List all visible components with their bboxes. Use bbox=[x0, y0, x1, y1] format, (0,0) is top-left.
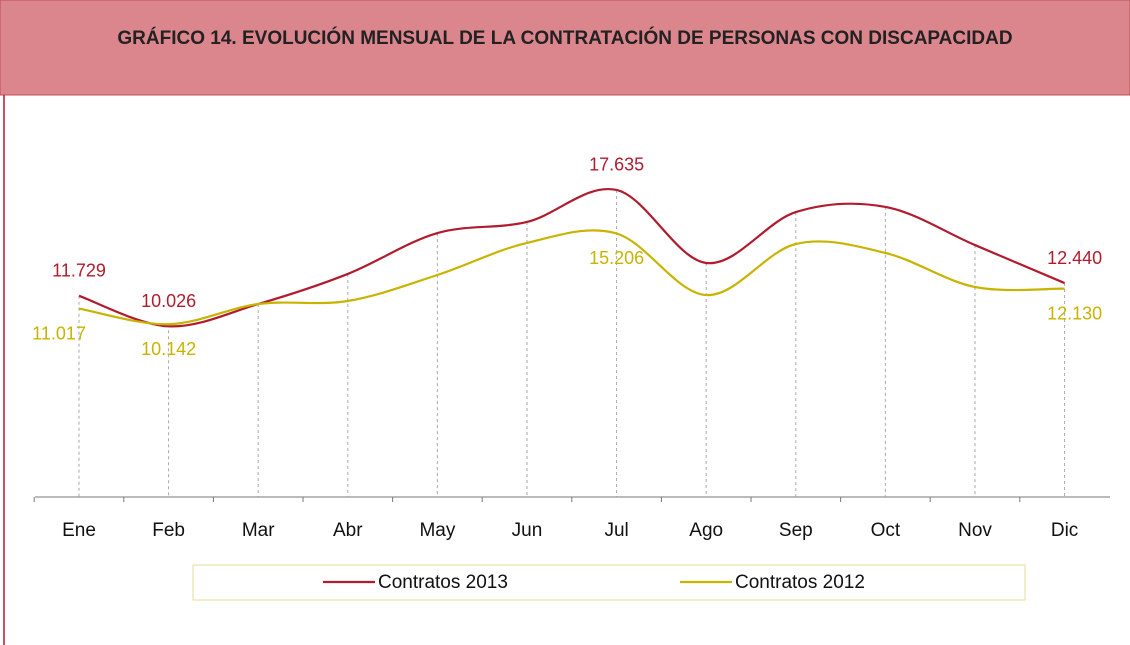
data-label: 15.206 bbox=[589, 248, 644, 268]
x-tick-label: Dic bbox=[1051, 520, 1078, 541]
title-bar bbox=[0, 0, 1130, 96]
data-label: 12.440 bbox=[1047, 248, 1102, 268]
data-label: 17.635 bbox=[589, 155, 644, 175]
data-label: 10.142 bbox=[141, 339, 196, 359]
x-tick-label: Mar bbox=[242, 520, 275, 541]
x-tick-label: Nov bbox=[958, 520, 992, 541]
x-tick-label: Jul bbox=[604, 520, 628, 541]
title-box: GRÁFICO 14. EVOLUCIÓN MENSUAL DE LA CONT… bbox=[117, 28, 1013, 49]
legend-box bbox=[192, 564, 1026, 601]
series-line bbox=[78, 187, 1066, 328]
x-tick-label: Ago bbox=[689, 520, 723, 541]
x-tick-label: Abr bbox=[333, 520, 363, 541]
series-line bbox=[78, 229, 1065, 326]
data-label: 11.017 bbox=[32, 323, 86, 343]
x-tick-label: Sep bbox=[779, 520, 813, 541]
chart-title: GRÁFICO 14. EVOLUCIÓN MENSUAL DE LA CONT… bbox=[117, 28, 1013, 49]
x-tick-label: May bbox=[419, 520, 455, 541]
legend-label: Contratos 2013 bbox=[378, 572, 508, 593]
data-label: 12.130 bbox=[1047, 303, 1102, 323]
x-tick-label: Feb bbox=[152, 520, 185, 541]
data-label: 11.729 bbox=[52, 261, 106, 281]
x-tick-label: Jun bbox=[512, 520, 543, 541]
legend-label: Contratos 2012 bbox=[735, 572, 865, 593]
x-tick-label: Ene bbox=[62, 520, 96, 541]
x-tick-label: Oct bbox=[871, 520, 901, 541]
data-label: 10.026 bbox=[141, 291, 196, 311]
